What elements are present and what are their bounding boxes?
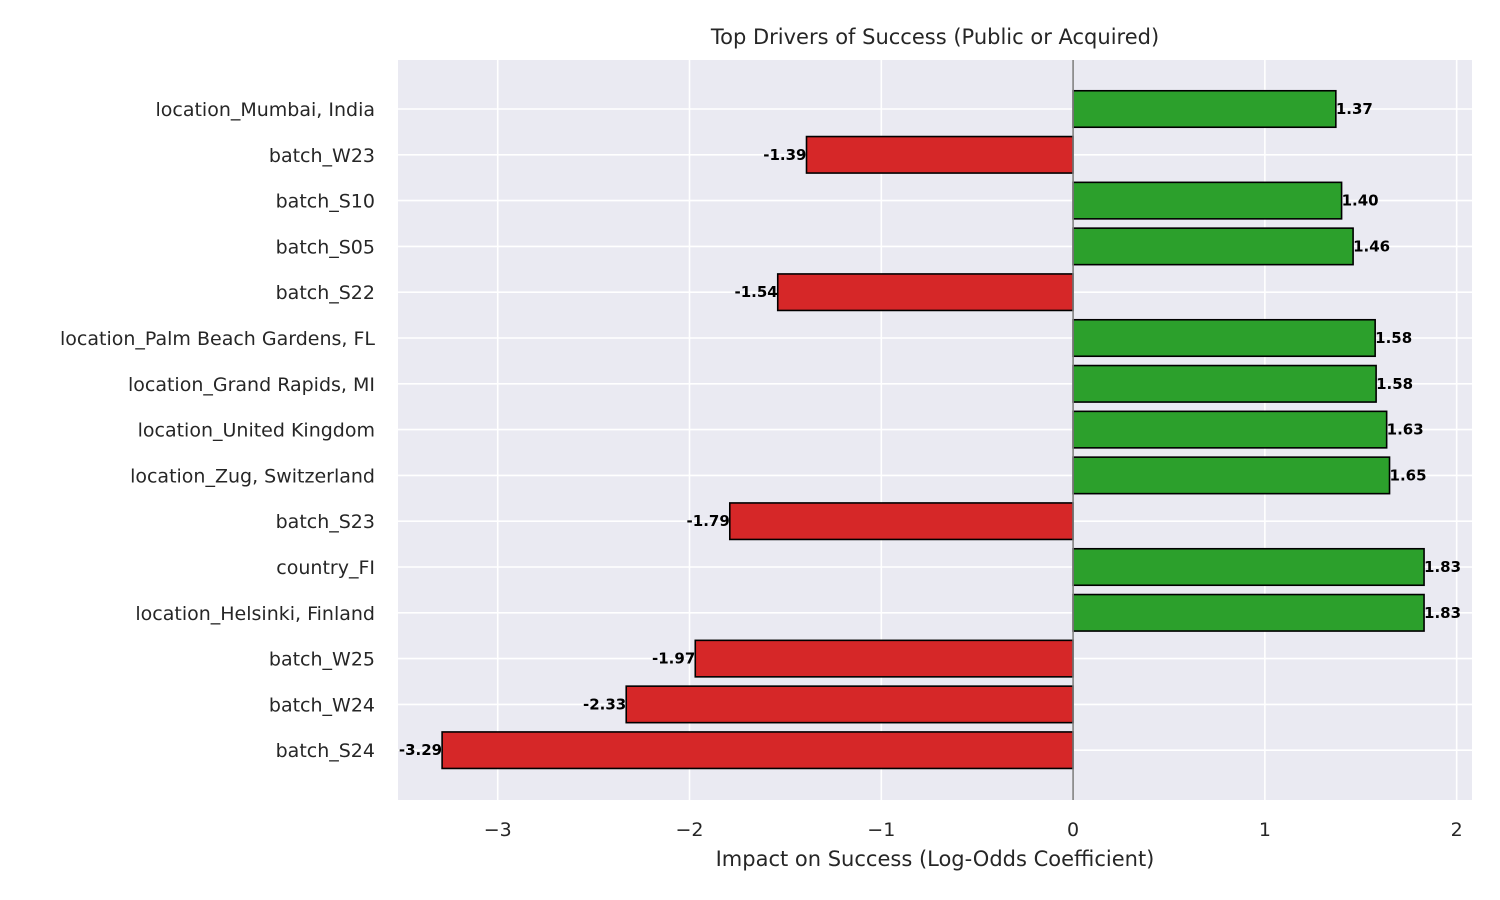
bar-1 <box>805 135 1074 174</box>
bar-8 <box>1072 456 1391 495</box>
y-tick-label-11: location_Helsinki, Finland <box>135 603 375 625</box>
y-tick-labels: location_Mumbai, India batch_W23 batch_S10… <box>60 99 375 762</box>
value-label-3: 1.46 <box>1353 237 1390 255</box>
bar-3 <box>1072 227 1354 266</box>
bar-12 <box>694 639 1074 678</box>
bar-6 <box>1072 364 1377 403</box>
value-labels: 1.37 -1.39 1.40 1.46 -1.54 1.58 1.58 1.63 1.65 -1… <box>399 100 1461 759</box>
y-tick-label-14: batch_S24 <box>276 740 375 762</box>
value-label-6: 1.58 <box>1376 375 1413 393</box>
value-label-2: 1.40 <box>1342 192 1379 210</box>
x-tick-label-2: −1 <box>867 819 895 841</box>
y-tick-label-1: batch_W23 <box>269 145 375 167</box>
value-label-8: 1.65 <box>1390 466 1427 484</box>
value-label-11: 1.83 <box>1424 604 1461 622</box>
value-label-4: -1.54 <box>734 283 777 301</box>
value-label-7: 1.63 <box>1387 421 1424 439</box>
bar-5 <box>1072 318 1376 358</box>
chart-title: Top Drivers of Success (Public or Acquir… <box>710 25 1159 49</box>
bar-14 <box>441 731 1074 770</box>
value-label-14: -3.29 <box>399 741 442 759</box>
y-tick-label-10: country_FI <box>276 557 375 579</box>
y-tick-label-7: location_United Kingdom <box>138 420 375 442</box>
value-label-1: -1.39 <box>763 146 806 164</box>
y-tick-label-3: batch_S05 <box>276 236 375 258</box>
x-tick-label-0: −3 <box>484 819 512 841</box>
x-tick-label-5: 2 <box>1451 819 1463 841</box>
bar-10 <box>1072 547 1425 587</box>
y-tick-label-5: location_Palm Beach Gardens, FL <box>60 328 375 350</box>
y-tick-label-12: batch_W25 <box>269 649 375 671</box>
y-tick-label-13: batch_W24 <box>269 694 375 716</box>
y-tick-label-4: batch_S22 <box>276 282 375 304</box>
y-tick-label-8: location_Zug, Switzerland <box>130 465 375 487</box>
bar-7 <box>1072 410 1388 449</box>
x-tick-label-3: 0 <box>1067 819 1079 841</box>
bar-0 <box>1072 89 1337 129</box>
y-tick-label-9: batch_S23 <box>276 511 375 533</box>
bars <box>441 89 1425 770</box>
bar-4 <box>776 273 1074 312</box>
value-label-9: -1.79 <box>687 512 730 530</box>
value-label-5: 1.58 <box>1375 329 1412 347</box>
y-tick-label-2: batch_S10 <box>276 191 375 213</box>
bar-13 <box>625 685 1074 724</box>
value-label-10: 1.83 <box>1424 558 1461 576</box>
x-tick-label-4: 1 <box>1259 819 1271 841</box>
x-tick-labels: −3 −2 −1 0 1 2 <box>484 819 1463 841</box>
y-tick-label-0: location_Mumbai, India <box>155 99 375 121</box>
bar-9 <box>728 502 1074 541</box>
bar-11 <box>1072 593 1425 632</box>
value-label-13: -2.33 <box>583 695 626 713</box>
x-tick-label-1: −2 <box>676 819 704 841</box>
x-axis-label: Impact on Success (Log-Odds Coefficient) <box>716 847 1155 871</box>
y-tick-label-6: location_Grand Rapids, MI <box>128 374 375 396</box>
bar-2 <box>1072 181 1343 220</box>
value-label-12: -1.97 <box>652 650 695 668</box>
value-label-0: 1.37 <box>1336 100 1373 118</box>
